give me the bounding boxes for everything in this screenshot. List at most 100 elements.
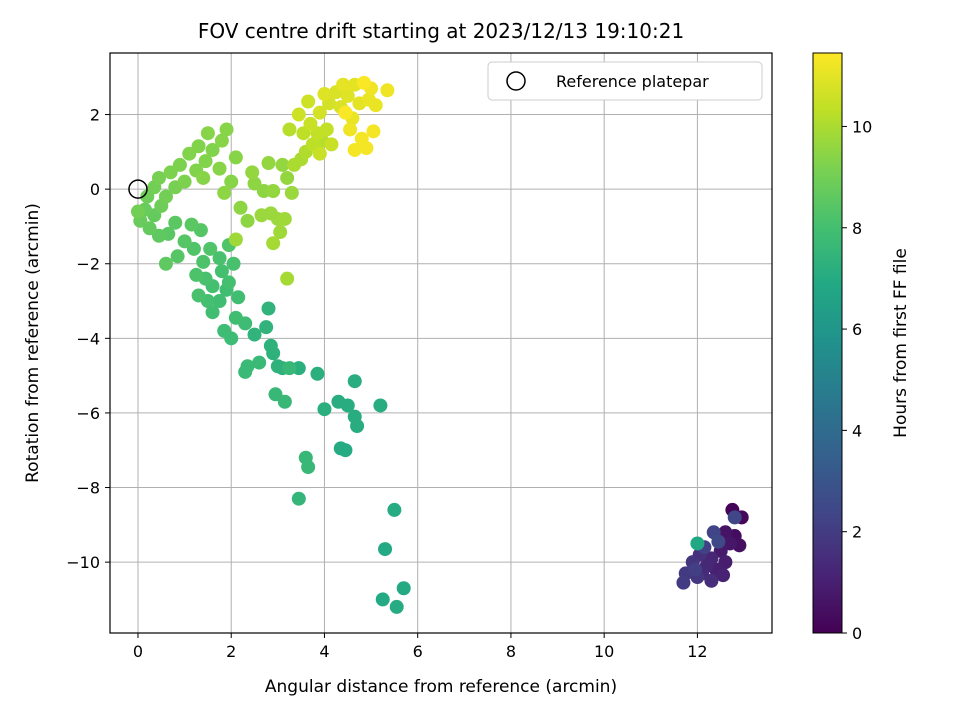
data-point bbox=[240, 213, 255, 228]
data-point bbox=[340, 88, 355, 103]
x-tick-label: 6 bbox=[413, 642, 423, 661]
data-point bbox=[212, 161, 227, 176]
data-point bbox=[270, 359, 285, 374]
data-point bbox=[359, 141, 374, 156]
data-point bbox=[368, 98, 383, 113]
y-tick-label: −8 bbox=[76, 479, 100, 498]
colorbar-tick-label: 6 bbox=[852, 320, 862, 339]
grid-lines bbox=[110, 53, 772, 633]
data-point bbox=[191, 288, 206, 303]
data-point bbox=[177, 174, 192, 189]
data-point bbox=[217, 185, 232, 200]
colorbar-label: Hours from first FF file bbox=[891, 248, 911, 438]
data-point bbox=[224, 174, 239, 189]
data-point bbox=[282, 122, 297, 137]
data-point bbox=[191, 139, 206, 154]
data-point bbox=[275, 157, 290, 172]
data-point bbox=[184, 217, 199, 232]
data-point bbox=[217, 323, 232, 338]
data-point bbox=[723, 536, 738, 551]
x-tick-label: 2 bbox=[226, 642, 236, 661]
y-axis-label: Rotation from reference (arcmin) bbox=[23, 203, 43, 483]
data-point bbox=[716, 568, 731, 583]
x-axis-ticks: 0 2 4 6 8 10 12 bbox=[133, 633, 708, 661]
data-point bbox=[212, 251, 227, 266]
data-point bbox=[282, 361, 297, 376]
data-point bbox=[158, 189, 173, 204]
data-point bbox=[317, 87, 332, 102]
data-point bbox=[212, 294, 227, 309]
data-point bbox=[301, 94, 316, 109]
data-point bbox=[727, 510, 742, 525]
data-point bbox=[319, 122, 334, 137]
data-point bbox=[704, 573, 719, 588]
colorbar-tick-label: 8 bbox=[852, 219, 862, 238]
colorbar: 0 2 4 6 8 10 Hours from first FF file bbox=[812, 52, 911, 643]
data-point bbox=[343, 122, 358, 137]
data-point bbox=[284, 185, 299, 200]
data-point bbox=[331, 394, 346, 409]
x-tick-label: 10 bbox=[594, 642, 614, 661]
data-point bbox=[189, 267, 204, 282]
data-point bbox=[291, 107, 306, 122]
data-point bbox=[266, 236, 281, 251]
x-tick-label: 0 bbox=[133, 642, 143, 661]
data-point bbox=[277, 211, 292, 226]
data-point bbox=[261, 301, 276, 316]
data-point bbox=[151, 228, 166, 243]
colorbar-tick-label: 2 bbox=[852, 523, 862, 542]
data-point bbox=[280, 271, 295, 286]
data-point bbox=[142, 221, 157, 236]
y-tick-label: −10 bbox=[66, 553, 100, 572]
data-point bbox=[130, 204, 145, 219]
colorbar-ticks: 0 2 4 6 8 10 bbox=[842, 117, 872, 643]
data-point bbox=[389, 599, 404, 614]
y-tick-label: −4 bbox=[76, 329, 100, 348]
legend-marker bbox=[506, 71, 526, 91]
x-tick-label: 12 bbox=[687, 642, 707, 661]
data-point bbox=[347, 374, 362, 389]
data-point bbox=[312, 105, 327, 120]
data-point bbox=[261, 156, 276, 171]
data-point bbox=[172, 157, 187, 172]
data-point bbox=[277, 394, 292, 409]
data-point bbox=[676, 575, 691, 590]
colorbar-tick-label: 10 bbox=[852, 117, 872, 136]
data-points bbox=[130, 75, 749, 614]
data-point bbox=[690, 536, 705, 551]
x-axis-label: Angular distance from reference (arcmin) bbox=[265, 677, 617, 697]
data-point bbox=[259, 320, 274, 335]
data-point bbox=[273, 225, 288, 240]
data-point bbox=[231, 290, 246, 305]
y-tick-label: 0 bbox=[90, 180, 100, 199]
plot-frame bbox=[109, 52, 773, 634]
data-point bbox=[158, 256, 173, 271]
data-point bbox=[238, 364, 253, 379]
data-point bbox=[226, 256, 241, 271]
data-point bbox=[177, 234, 192, 249]
data-point bbox=[263, 338, 278, 353]
data-point bbox=[247, 176, 262, 191]
legend-box bbox=[487, 61, 763, 101]
data-point bbox=[268, 387, 283, 402]
data-point bbox=[214, 133, 229, 148]
data-point bbox=[303, 116, 318, 131]
data-point bbox=[205, 142, 220, 157]
data-point bbox=[196, 254, 211, 269]
data-point bbox=[200, 126, 215, 141]
x-tick-label: 8 bbox=[506, 642, 516, 661]
data-point bbox=[186, 241, 201, 256]
data-point bbox=[163, 165, 178, 180]
data-point bbox=[254, 208, 269, 223]
data-point bbox=[312, 146, 327, 161]
data-point bbox=[357, 75, 372, 90]
data-point bbox=[228, 232, 243, 247]
data-point bbox=[338, 443, 353, 458]
data-point bbox=[718, 555, 733, 570]
y-tick-label: −6 bbox=[76, 404, 100, 423]
data-point bbox=[233, 200, 248, 215]
data-point bbox=[347, 409, 362, 424]
data-point bbox=[196, 170, 211, 185]
data-point bbox=[366, 124, 381, 139]
